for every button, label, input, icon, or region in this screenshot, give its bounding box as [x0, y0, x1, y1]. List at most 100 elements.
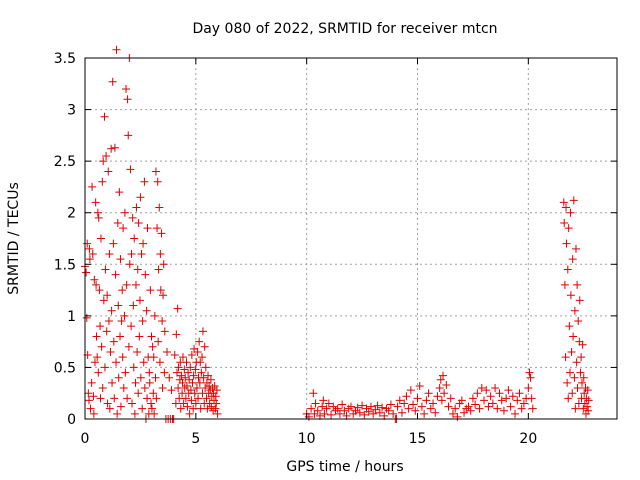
data-point	[577, 378, 586, 387]
data-point	[98, 177, 107, 186]
data-point	[131, 378, 140, 387]
data-point	[141, 270, 150, 279]
data-point	[576, 368, 585, 377]
data-point	[177, 371, 186, 380]
data-point	[567, 347, 576, 356]
data-point	[386, 400, 395, 409]
data-point	[420, 409, 429, 418]
data-point	[83, 239, 92, 248]
data-point	[131, 280, 140, 289]
data-point	[98, 384, 107, 393]
data-point	[495, 389, 504, 398]
data-point	[95, 286, 104, 295]
data-point	[155, 203, 164, 212]
data-point	[482, 386, 491, 395]
y-tick-label: 1	[67, 309, 76, 325]
data-point	[173, 304, 182, 313]
data-point	[566, 291, 575, 300]
data-point	[204, 371, 213, 380]
data-point	[152, 394, 161, 403]
data-point	[139, 358, 148, 367]
data-point	[122, 84, 131, 93]
data-point	[85, 255, 94, 264]
data-point	[111, 270, 120, 279]
data-point	[135, 332, 144, 341]
data-point	[157, 229, 166, 238]
data-point	[480, 396, 488, 405]
data-point	[333, 404, 342, 413]
data-point	[570, 306, 579, 315]
data-point	[155, 358, 164, 367]
data-point	[411, 406, 420, 415]
data-point	[466, 406, 475, 415]
data-point	[344, 404, 353, 413]
data-point	[85, 244, 94, 253]
data-point	[369, 409, 378, 418]
data-point	[103, 291, 112, 300]
data-point	[96, 234, 105, 243]
data-point	[559, 198, 568, 207]
data-point	[93, 208, 102, 217]
data-point	[186, 363, 195, 372]
data-point	[191, 399, 200, 408]
x-tick-label: 10	[298, 431, 316, 447]
data-point	[433, 392, 442, 401]
data-point	[165, 373, 174, 382]
data-point	[138, 404, 147, 413]
data-point	[86, 404, 95, 413]
data-point	[448, 409, 457, 418]
data-point	[133, 347, 142, 356]
data-point	[435, 384, 444, 393]
data-point	[584, 406, 593, 415]
data-point	[159, 260, 168, 269]
data-point	[190, 389, 199, 398]
data-point	[178, 353, 187, 362]
data-point	[188, 378, 197, 387]
data-point	[163, 347, 172, 356]
data-point	[438, 371, 447, 380]
data-point	[118, 353, 127, 362]
data-point	[104, 167, 113, 176]
data-point	[92, 280, 101, 289]
data-point	[347, 402, 355, 411]
data-point	[582, 394, 591, 403]
data-point	[136, 193, 145, 202]
data-point	[491, 384, 500, 393]
data-point	[158, 317, 167, 326]
data-point	[108, 378, 117, 387]
data-point	[133, 265, 142, 274]
x-tick-label: 0	[81, 431, 90, 447]
data-point	[313, 406, 322, 415]
data-point	[183, 402, 192, 411]
data-point	[437, 396, 446, 405]
data-point	[574, 317, 583, 326]
data-point	[119, 224, 128, 233]
data-point	[200, 342, 209, 351]
data-point	[129, 363, 138, 372]
data-point	[128, 213, 137, 222]
data-point	[581, 384, 590, 393]
data-point	[525, 368, 534, 377]
data-point	[123, 95, 132, 104]
data-point	[195, 378, 204, 387]
data-point	[584, 396, 593, 405]
data-point	[309, 389, 318, 398]
data-point	[453, 412, 462, 421]
data-point	[109, 239, 118, 248]
data-point	[578, 340, 587, 349]
data-point	[364, 407, 373, 416]
data-point	[504, 386, 513, 395]
data-point	[375, 408, 384, 417]
data-point	[568, 389, 577, 398]
data-point	[199, 373, 208, 382]
data-point	[426, 404, 435, 413]
data-point	[94, 213, 103, 222]
data-point	[125, 260, 134, 269]
data-point	[569, 196, 578, 205]
data-point	[101, 265, 110, 274]
data-point	[579, 373, 588, 382]
data-point	[130, 409, 139, 418]
data-point	[208, 384, 217, 393]
data-point	[562, 239, 571, 248]
data-point	[99, 296, 108, 305]
